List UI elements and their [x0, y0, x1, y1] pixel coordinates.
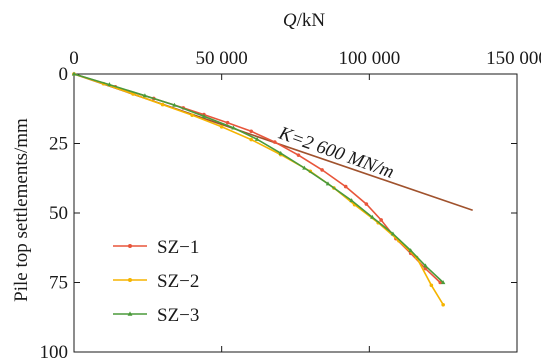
legend-label: SZ−1: [157, 237, 199, 258]
y-tick-label: 25: [49, 134, 68, 155]
series-line: [73, 73, 444, 306]
data-point: [249, 129, 253, 134]
data-point: [160, 102, 165, 107]
legend-marker: [128, 278, 132, 282]
data-point: [190, 113, 194, 117]
plot-border: [73, 73, 518, 353]
legend-marker: [128, 244, 132, 248]
series-group: [71, 71, 446, 307]
y-tick-label: 0: [59, 64, 69, 85]
data-point: [296, 153, 301, 157]
data-point: [325, 181, 331, 186]
plot-frame: [73, 73, 518, 353]
data-point: [320, 168, 324, 172]
legend-label: SZ−3: [157, 305, 199, 326]
data-point: [249, 137, 253, 142]
data-point: [441, 302, 445, 307]
data-point: [201, 113, 207, 118]
legend-label: SZ−2: [157, 271, 199, 292]
y-axis-title: Pile top settlements/mm: [11, 118, 32, 302]
series-line: [73, 73, 444, 284]
legend: SZ−1 SZ−2 SZ−3: [113, 237, 199, 326]
x-tick-label: 50 000: [196, 48, 248, 69]
series-sz-3: [71, 71, 446, 285]
data-point: [379, 218, 383, 222]
series-sz-2: [72, 72, 445, 307]
data-point: [107, 82, 112, 87]
data-point: [219, 125, 224, 129]
data-point: [370, 214, 375, 219]
axis-ticks: [73, 73, 518, 353]
legend-marker: [127, 311, 133, 316]
data-point: [273, 140, 277, 144]
data-point: [390, 231, 396, 236]
legend-item: SZ−2: [113, 271, 199, 292]
data-point: [423, 263, 428, 268]
data-point: [278, 150, 283, 155]
legend-item: SZ−3: [113, 305, 199, 326]
y-tick-label: 75: [49, 273, 68, 294]
data-point: [302, 165, 307, 170]
data-point: [364, 202, 369, 206]
data-point: [142, 93, 148, 98]
data-point: [231, 125, 236, 130]
data-point: [225, 120, 230, 125]
data-point: [254, 136, 260, 141]
y-tick-label: 100: [40, 342, 69, 361]
data-point: [429, 283, 434, 288]
data-point: [172, 102, 177, 107]
data-point: [349, 198, 354, 203]
data-point: [440, 280, 446, 285]
x-axis-title: Q/kN: [283, 10, 326, 31]
data-point: [343, 184, 348, 189]
legend-item: SZ−1: [113, 237, 199, 258]
data-point: [408, 248, 413, 253]
y-tick-label: 50: [49, 203, 68, 224]
x-tick-label: 150 000: [486, 48, 541, 69]
x-tick-label: 100 000: [338, 48, 400, 69]
data-point: [71, 71, 77, 76]
tick-labels: 0 50 000 100 000 150 000 0 25 50 75 100: [40, 48, 541, 361]
x-tick-label: 0: [69, 48, 79, 69]
